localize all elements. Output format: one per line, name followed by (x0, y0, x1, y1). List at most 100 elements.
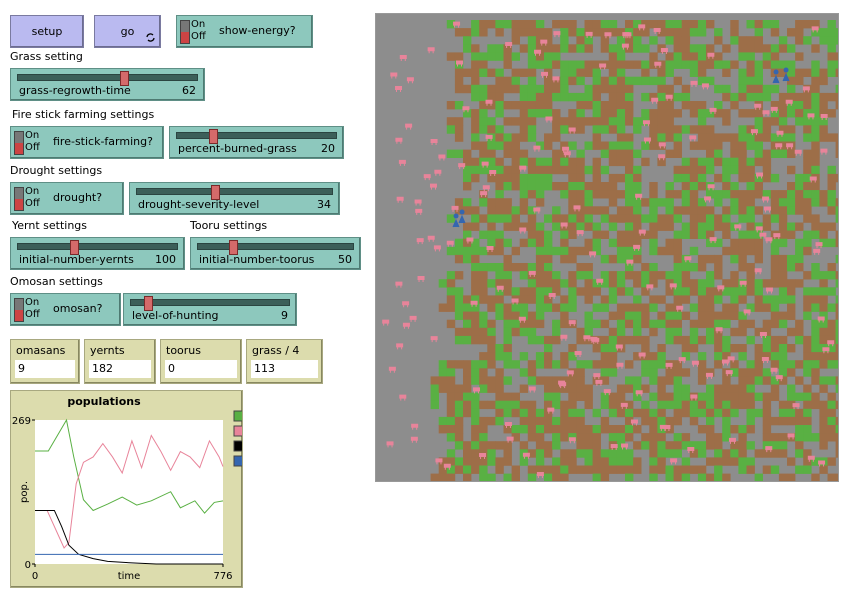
patch (503, 101, 512, 110)
patch (463, 109, 472, 118)
patch (568, 206, 577, 215)
patch (495, 287, 504, 296)
patch (697, 206, 707, 215)
patch (463, 335, 472, 345)
patch (495, 182, 504, 191)
slider[interactable]: grass-regrowth-time 62 (10, 68, 205, 101)
patch (471, 117, 480, 126)
slider-handle[interactable] (208, 129, 218, 144)
setup-button[interactable]: setup (10, 15, 84, 48)
patch (560, 465, 569, 474)
patch (608, 433, 618, 442)
patch (503, 441, 512, 450)
patch (649, 117, 658, 126)
patch (584, 214, 593, 223)
patch (778, 441, 788, 450)
patch (657, 20, 666, 29)
yernt (396, 343, 404, 350)
slider[interactable]: initial-number-toorus 50 (190, 237, 361, 270)
patch (503, 287, 512, 296)
patch (560, 92, 569, 102)
patch (657, 157, 666, 167)
patch (738, 441, 747, 450)
slider-handle[interactable] (143, 296, 153, 311)
patch (495, 190, 504, 199)
patch (827, 473, 836, 482)
patch (665, 327, 674, 337)
patch (608, 117, 618, 126)
patch (576, 109, 585, 118)
patch (527, 238, 537, 248)
slider-handle[interactable] (211, 185, 221, 200)
patch (535, 335, 545, 345)
patch (519, 222, 529, 231)
patch (560, 352, 569, 361)
patch (625, 141, 634, 150)
slider[interactable]: percent-burned-grass 20 (169, 126, 344, 159)
slider-handle[interactable] (70, 240, 80, 255)
slider[interactable]: drought-severity-level 34 (129, 182, 340, 215)
patch (714, 60, 723, 69)
switch[interactable]: On Off omosan? (10, 293, 121, 326)
patch (584, 68, 593, 77)
patch (503, 84, 512, 94)
patch (616, 238, 626, 248)
patch (697, 360, 707, 369)
patch (689, 182, 699, 191)
patch (649, 238, 658, 248)
slider-value: 34 (317, 198, 331, 211)
patch (714, 327, 723, 337)
patch (746, 44, 755, 53)
patch (568, 287, 577, 296)
patch (608, 311, 618, 320)
patch (689, 109, 699, 118)
yernt (773, 233, 781, 240)
slider-value: 100 (155, 253, 176, 266)
switch[interactable]: On Off show-energy? (176, 15, 313, 48)
patch (608, 190, 618, 199)
patch (616, 44, 626, 53)
patch (657, 376, 666, 385)
patch (819, 238, 828, 248)
patch (746, 165, 755, 175)
patch (552, 433, 561, 442)
patch (697, 125, 707, 134)
patch (592, 157, 601, 167)
patch (446, 400, 456, 410)
slider-handle[interactable] (120, 71, 130, 86)
patch (584, 441, 593, 450)
patch (681, 165, 691, 175)
slider-handle[interactable] (229, 240, 238, 255)
patch (454, 335, 464, 345)
slider[interactable]: level-of-hunting 9 (123, 293, 297, 326)
patch (762, 303, 772, 312)
patch (625, 206, 634, 215)
patch (819, 335, 828, 345)
switch[interactable]: On Off drought? (10, 182, 124, 215)
yernt (416, 238, 424, 245)
patch (762, 125, 772, 134)
go-button[interactable]: go (94, 15, 161, 48)
yernt (552, 76, 560, 83)
patch (600, 206, 610, 215)
patch (568, 425, 577, 434)
patch (471, 133, 480, 142)
patch (584, 84, 593, 94)
patch (552, 206, 561, 215)
patch (519, 173, 529, 183)
patch (568, 157, 577, 167)
patch (795, 206, 804, 215)
patch (560, 190, 569, 199)
patch (560, 279, 569, 288)
patch (803, 416, 812, 426)
patch (649, 408, 658, 418)
slider[interactable]: initial-number-yernts 100 (10, 237, 185, 270)
switch[interactable]: On Off fire-stick-farming? (10, 126, 164, 159)
patch (714, 408, 723, 418)
patch (454, 198, 464, 207)
yernt (453, 21, 461, 28)
patch (446, 408, 456, 418)
patch (787, 198, 796, 207)
yernt (734, 224, 742, 231)
patch (503, 335, 512, 345)
